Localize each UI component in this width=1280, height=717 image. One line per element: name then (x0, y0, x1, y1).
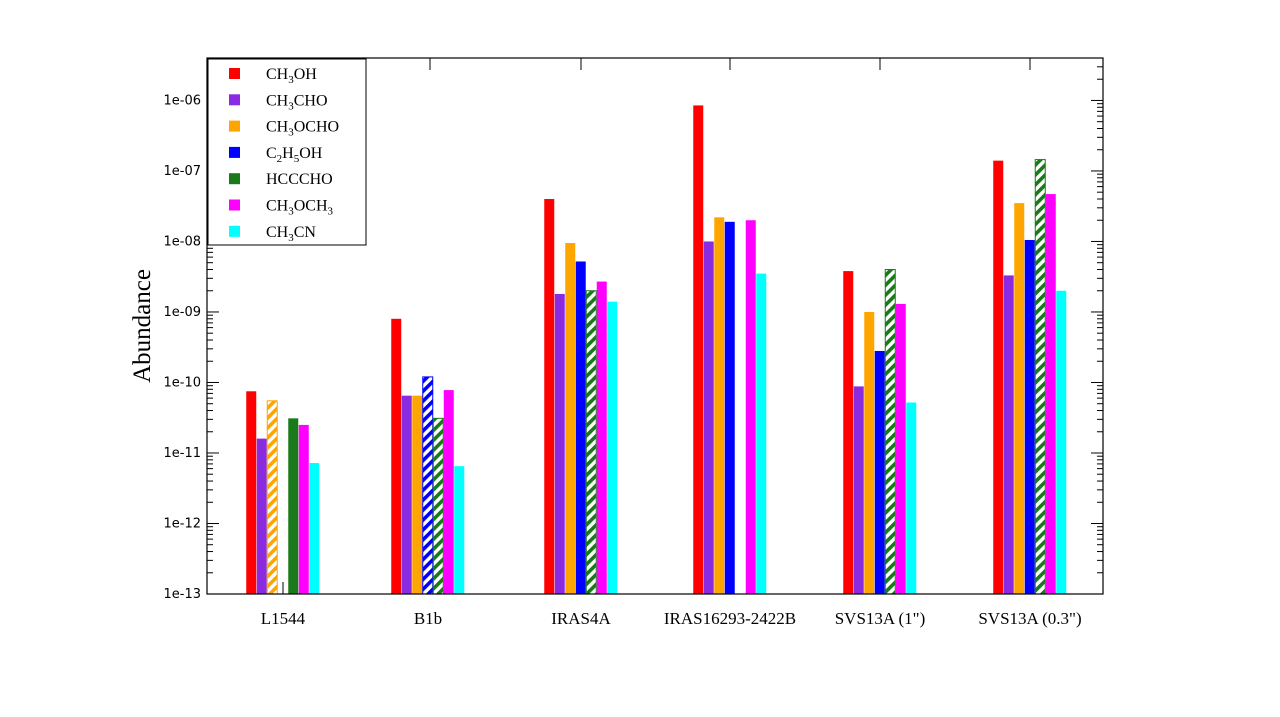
legend-label: CH3CN (266, 224, 316, 244)
x-category-label: IRAS4A (551, 609, 611, 628)
y-tick-label: 1e-06 (163, 93, 201, 108)
bar-ch3cho-0 (256, 438, 267, 594)
bar-ch3oh-1 (391, 318, 402, 594)
legend-swatch (229, 199, 240, 211)
bar-ch3och3-1 (443, 390, 454, 594)
bar-ch3cho-3 (703, 241, 714, 594)
bar-ch3ocho-4 (864, 311, 875, 594)
bar-c2h5oh-5 (1024, 239, 1035, 594)
legend-label: CH3OH (266, 66, 317, 86)
legend-swatch (229, 225, 240, 237)
bar-hcccho-4 (884, 269, 896, 595)
bar-c2h5oh-2 (575, 261, 586, 594)
bar-ch3och3-0 (298, 424, 309, 594)
bar-ch3cn-2 (607, 301, 618, 594)
y-tick-label: 1e-11 (163, 446, 201, 461)
y-tick-labels: 1e-13 1e-12 1e-11 1e-10 1e-09 1e-08 1e-07 1e-06 (163, 93, 201, 602)
bar-ch3cn-1 (454, 466, 465, 594)
bar-ch3cho-2 (554, 293, 565, 594)
bar-ch3och3-3 (745, 220, 756, 594)
legend-swatch (229, 68, 240, 79)
bar-ch3ocho-3 (714, 217, 725, 594)
bar-ch3och3-2 (596, 281, 607, 594)
bar-c2h5oh-4 (874, 350, 885, 594)
legend-label: CH3OCH3 (266, 198, 334, 218)
bar-c2h5oh-1 (422, 376, 434, 595)
bar-ch3ocho-5 (1014, 203, 1025, 594)
bar-ch3cho-4 (853, 386, 864, 594)
bar-hcccho-2 (585, 290, 597, 595)
y-tick-label: 1e-10 (163, 375, 201, 390)
bar-ch3oh-4 (843, 271, 854, 594)
legend-label: CH3CHO (266, 92, 328, 112)
legend-label: CH3OCHO (266, 119, 339, 139)
bar-ch3oh-3 (693, 105, 704, 595)
y-tick-label: 1e-13 (163, 587, 201, 602)
x-category-label: SVS13A (0.3") (978, 609, 1081, 628)
bar-ch3och3-5 (1045, 194, 1056, 594)
legend-label: HCCCHO (266, 171, 333, 188)
bar-ch3oh-0 (246, 391, 257, 594)
bar-ch3oh-2 (544, 199, 555, 594)
bar-ch3cho-1 (401, 395, 412, 594)
y-tick-label: 1e-09 (163, 305, 201, 320)
bar-ch3ocho-0 (266, 400, 278, 595)
y-tick-label: 1e-07 (163, 164, 201, 179)
y-tick-label: 1e-12 (163, 516, 201, 531)
x-category-label: SVS13A (1") (835, 609, 926, 628)
bar-hcccho-1 (432, 417, 444, 595)
legend-swatch (229, 120, 240, 132)
legend-swatch (229, 94, 240, 106)
bar-ch3cn-4 (906, 402, 917, 594)
y-axis-title: Abundance (129, 269, 156, 383)
legend-swatch (229, 173, 240, 185)
bar-ch3cn-5 (1056, 290, 1067, 594)
bar-c2h5oh-3 (724, 221, 735, 594)
bar-ch3ocho-2 (565, 243, 576, 595)
x-category-label: L1544 (261, 609, 306, 628)
x-category-labels: L1544 B1b IRAS4A IRAS16293-2422B SVS13A (1")… (261, 609, 1082, 628)
x-category-label: B1b (414, 609, 442, 628)
bar-ch3cn-3 (756, 273, 767, 594)
x-category-label: IRAS16293-2422B (664, 609, 796, 628)
bar-ch3oh-5 (993, 160, 1004, 594)
legend: CH3OH CH3CHO CH3OCHO C2H5OH HCCCHO CH3OCH3 CH3… (207, 58, 367, 246)
bar-ch3och3-4 (895, 303, 906, 594)
bar-hcccho-0 (288, 418, 299, 594)
bar-ch3cn-0 (309, 463, 320, 594)
legend-swatch (229, 146, 240, 158)
bars-layer (246, 105, 1067, 595)
y-tick-label: 1e-08 (163, 234, 201, 249)
bar-ch3cho-5 (1003, 275, 1014, 594)
plot-area (206, 57, 1104, 595)
legend-label: C2H5OH (266, 145, 323, 165)
bar-ch3ocho-1 (412, 395, 423, 594)
bar-hcccho-5 (1034, 159, 1046, 595)
